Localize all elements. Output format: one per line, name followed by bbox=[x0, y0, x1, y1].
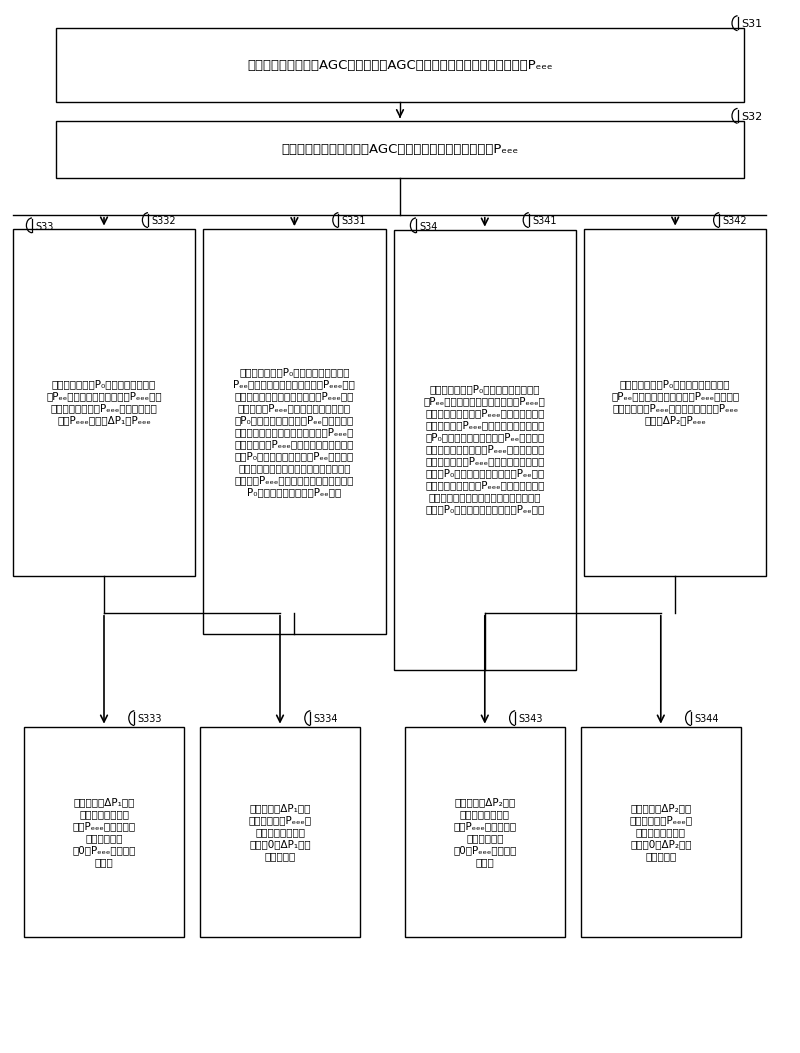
Bar bbox=[13, 229, 195, 576]
Bar bbox=[584, 229, 766, 576]
Text: 接收来自所述电网的AGC指令，所述AGC指令中包含输出电能的目标功率Pₑₑₑ: 接收来自所述电网的AGC指令，所述AGC指令中包含输出电能的目标功率Pₑₑₑ bbox=[247, 59, 553, 72]
Text: 当所述初始功率P₀减去所述调节死区功
率Pₑₑ之差大于所述实际功率Pₑₑₑ时，比较
所述实际功率Pₑₑₑ减去所述目标功率Pₑₑₑ
的差值ΔP₂与Pₑₑₑ: 当所述初始功率P₀减去所述调节死区功 率Pₑₑ之差大于所述实际功率Pₑₑₑ时，比… bbox=[611, 379, 739, 425]
Text: S34: S34 bbox=[419, 222, 438, 232]
Text: 检测所述发电机根据所述AGC指令产生的电能的实际功率Pₑₑₑ: 检测所述发电机根据所述AGC指令产生的电能的实际功率Pₑₑₑ bbox=[282, 143, 518, 156]
Text: S332: S332 bbox=[151, 217, 176, 226]
Text: S33: S33 bbox=[35, 222, 54, 232]
Text: S344: S344 bbox=[694, 715, 719, 724]
Text: S341: S341 bbox=[532, 217, 557, 226]
Text: S333: S333 bbox=[138, 715, 162, 724]
Bar bbox=[56, 121, 744, 178]
Text: S342: S342 bbox=[722, 217, 747, 226]
Text: S331: S331 bbox=[342, 217, 366, 226]
Text: 当所述初始功率P₀与所述调节死区功
率Pₑₑ之和小于所述实际功率Pₑₑₑ时，
比较所述目标功率Pₑₑₑ减去所述实际
功率Pₑₑₑ的差值ΔP₁与Pₑₑₑ: 当所述初始功率P₀与所述调节死区功 率Pₑₑ之和小于所述实际功率Pₑₑₑ时， 比… bbox=[46, 379, 162, 425]
Text: 当所述初始功率P₀与所述调节死区功率
Pₑₑ之和大于等于所述实际功率Pₑₑₑ时，
判断所述储能装置的最大功率为Pₑₑₑ与所
述实际功率Pₑₑₑ之和相对于所述初始: 当所述初始功率P₀与所述调节死区功率 Pₑₑ之和大于等于所述实际功率Pₑₑₑ时，… bbox=[234, 366, 355, 497]
Bar bbox=[203, 230, 386, 634]
Bar bbox=[56, 28, 744, 102]
Text: S343: S343 bbox=[518, 715, 543, 724]
Text: 当所述初始功率P₀减去所述调节死区功
率Pₑₑ之差小于等于所述实际功率Pₑₑₑ时
，判断所述实际功率Pₑₑₑ减去所述储能装
置的最大功率Pₑₑₑ之差相对于所述初: 当所述初始功率P₀减去所述调节死区功 率Pₑₑ之差小于等于所述实际功率Pₑₑₑ时… bbox=[424, 384, 546, 515]
Bar bbox=[394, 230, 576, 670]
Text: S32: S32 bbox=[741, 113, 762, 122]
Bar bbox=[405, 727, 565, 937]
Text: 当所述差值ΔP₂大于
或者等于所述最大
功率Pₑₑₑ时，控制所
述储能装置在
【0，Pₑₑₑ】之间吸
收电能: 当所述差值ΔP₂大于 或者等于所述最大 功率Pₑₑₑ时，控制所 述储能装置在 【… bbox=[453, 797, 517, 867]
Text: 当所述差值ΔP₂小于
所述最大功率Pₑₑₑ时
，控制所述储能装
置在【0，ΔP₂】之
间吸收电能: 当所述差值ΔP₂小于 所述最大功率Pₑₑₑ时 ，控制所述储能装 置在【0，ΔP₂… bbox=[630, 802, 692, 861]
Bar bbox=[200, 727, 360, 937]
Bar bbox=[24, 727, 184, 937]
Text: 当所述差值ΔP₁小于
所述最大功率Pₑₑₑ时
，控制所述储能装
置在【0，ΔP₁】之
间提供电能: 当所述差值ΔP₁小于 所述最大功率Pₑₑₑ时 ，控制所述储能装 置在【0，ΔP₁… bbox=[249, 802, 311, 861]
Text: S31: S31 bbox=[741, 20, 762, 29]
Text: 当所述差值ΔP₁大于
或者等于所述最大
功率Pₑₑₑ时，控制所
述储能装置在
【0，Pₑₑₑ】之间提
供电能: 当所述差值ΔP₁大于 或者等于所述最大 功率Pₑₑₑ时，控制所 述储能装置在 【… bbox=[72, 797, 136, 867]
Bar bbox=[581, 727, 741, 937]
Text: S334: S334 bbox=[314, 715, 338, 724]
